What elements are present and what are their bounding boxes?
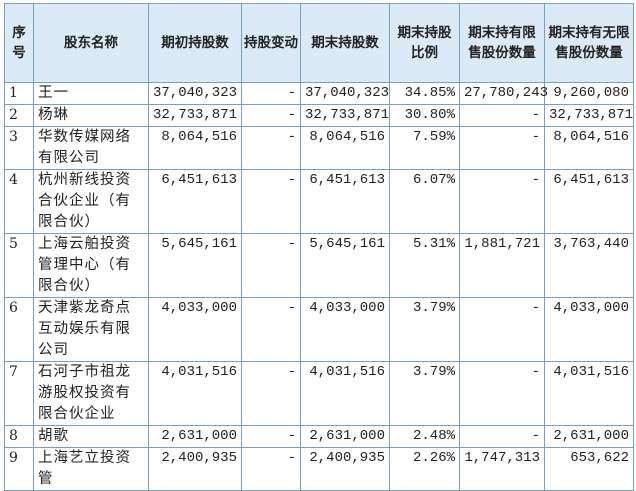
table-row: 7 石河子市祖龙游股权投资有限合伙企业 4,031,516-4,031,516 3.7… xyxy=(4,361,634,426)
col-initial-shares-cell: 2,400,935 xyxy=(148,447,242,491)
col-final-ratio-cell: 34.85% xyxy=(389,82,460,105)
header-row: 序号 股东名称 期初持股数 持股变动 期末持股数 期末持股比例 期末持有限售股份数量 期末持有… xyxy=(4,3,634,83)
col-restricted-shares-cell: - xyxy=(459,126,545,170)
col-final-ratio-cell: 3.79% xyxy=(389,361,460,426)
header-col-unrestricted-shares: 期末持有无限售股份数量 xyxy=(544,3,634,83)
col-share-change-cell: - xyxy=(241,361,301,426)
col-unrestricted-shares-cell: 2,631,000 xyxy=(544,425,634,448)
col-unrestricted-shares-cell: 4,033,000 xyxy=(544,297,634,362)
col-holder-name-cell: 石河子市祖龙游股权投资有限合伙企业 xyxy=(33,361,149,426)
col-index-cell: 5 xyxy=(4,233,34,298)
col-unrestricted-shares-cell: 8,064,516 xyxy=(544,126,634,170)
col-share-change-cell: - xyxy=(241,447,301,491)
table-row: 4 杭州新线投资合伙企业（有限合伙） 6,451,613-6,451,613 6.07… xyxy=(4,169,634,234)
header-col-restricted-shares: 期末持有限售股份数量 xyxy=(459,3,545,83)
col-index-cell: 1 xyxy=(4,82,34,105)
col-index-cell: 3 xyxy=(4,126,34,170)
col-share-change-cell: - xyxy=(241,297,301,362)
col-final-shares-cell: 2,631,000 xyxy=(300,425,390,448)
col-initial-shares-cell: 4,031,516 xyxy=(148,361,242,426)
col-initial-shares-cell: 32,733,871 xyxy=(148,104,242,127)
col-unrestricted-shares-cell: 653,622 xyxy=(544,447,634,491)
header-col-final-ratio: 期末持股比例 xyxy=(389,3,460,83)
col-final-ratio-cell: 2.48% xyxy=(389,425,460,448)
col-restricted-shares-cell: 27,780,243 xyxy=(459,82,548,105)
col-index-cell: 2 xyxy=(4,104,34,127)
col-final-ratio-cell: 7.59% xyxy=(389,126,460,170)
col-unrestricted-shares-cell: 4,031,516 xyxy=(544,361,634,426)
header-col-index: 序号 xyxy=(4,3,34,83)
col-share-change-cell: - xyxy=(241,425,301,448)
col-holder-name-cell: 上海艺立投资管 xyxy=(33,447,149,491)
col-initial-shares-cell: 4,033,000 xyxy=(148,297,242,362)
header-col-final-shares: 期末持股数 xyxy=(300,3,390,83)
col-share-change-cell: - xyxy=(241,104,301,127)
col-final-ratio-cell: 5.31% xyxy=(389,233,460,298)
col-index-cell: 7 xyxy=(4,361,34,426)
col-holder-name-cell: 杭州新线投资合伙企业（有限合伙） xyxy=(33,169,149,234)
col-restricted-shares-cell: - xyxy=(459,425,545,448)
col-restricted-shares-cell: 1,881,721 xyxy=(459,233,545,298)
col-unrestricted-shares-cell: 9,260,080 xyxy=(544,82,634,105)
col-final-ratio-cell: 6.07% xyxy=(389,169,460,234)
header-col-holder-name: 股东名称 xyxy=(33,3,149,83)
col-initial-shares-cell: 2,631,000 xyxy=(148,425,242,448)
col-holder-name-cell: 华数传媒网络有限公司 xyxy=(33,126,149,170)
col-final-shares-cell: 4,031,516 xyxy=(300,361,390,426)
col-final-shares-cell: 37,040,323 xyxy=(300,82,390,105)
col-restricted-shares-cell: - xyxy=(459,361,545,426)
header-col-share-change: 持股变动 xyxy=(241,3,301,83)
table-row: 3 华数传媒网络有限公司 8,064,516-8,064,516 7.59% -8,06… xyxy=(4,126,634,170)
col-initial-shares-cell: 37,040,323 xyxy=(148,82,242,105)
table-row: 6 天津紫龙奇点互动娱乐有限公司 4,033,000-4,033,000 3.79% -… xyxy=(4,297,634,362)
col-index-cell: 6 xyxy=(4,297,34,362)
table-row: 5 上海云舶投资管理中心（有限合伙） 5,645,161-5,645,161 5.31… xyxy=(4,233,634,298)
col-final-shares-cell: 5,645,161 xyxy=(300,233,390,298)
col-index-cell: 9 xyxy=(4,447,34,491)
col-share-change-cell: - xyxy=(241,169,301,234)
col-unrestricted-shares-cell: 32,733,871 xyxy=(544,104,634,127)
shareholder-table: 序号 股东名称 期初持股数 持股变动 期末持股数 期末持股比例 期末持有限售股份数量 期末持有… xyxy=(4,3,634,491)
table-row: 1 王一 37,040,323-37,040,323 34.85% 27,780,243… xyxy=(4,82,634,105)
col-final-ratio-cell: 3.79% xyxy=(389,297,460,362)
col-holder-name-cell: 杨琳 xyxy=(33,104,149,127)
col-restricted-shares-cell: - xyxy=(459,297,545,362)
col-share-change-cell: - xyxy=(241,233,301,298)
header-col-initial-shares: 期初持股数 xyxy=(148,3,242,83)
col-unrestricted-shares-cell: 6,451,613 xyxy=(544,169,634,234)
col-holder-name-cell: 上海云舶投资管理中心（有限合伙） xyxy=(33,233,149,298)
col-index-cell: 8 xyxy=(4,425,34,448)
col-initial-shares-cell: 8,064,516 xyxy=(148,126,242,170)
col-holder-name-cell: 胡歌 xyxy=(33,425,149,448)
col-restricted-shares-cell: - xyxy=(459,169,545,234)
col-final-shares-cell: 8,064,516 xyxy=(300,126,390,170)
col-unrestricted-shares-cell: 3,763,440 xyxy=(544,233,634,298)
col-index-cell: 4 xyxy=(4,169,34,234)
table-row: 9 上海艺立投资管 2,400,935-2,400,935 2.26% 1,747,31… xyxy=(4,447,634,491)
col-holder-name-cell: 王一 xyxy=(33,82,149,105)
col-share-change-cell: - xyxy=(241,126,301,170)
col-holder-name-cell: 天津紫龙奇点互动娱乐有限公司 xyxy=(33,297,149,362)
table-row: 8 胡歌 2,631,000-2,631,000 2.48% -2,631,000 xyxy=(4,425,634,448)
col-final-shares-cell: 2,400,935 xyxy=(300,447,390,491)
col-final-ratio-cell: 2.26% xyxy=(389,447,460,491)
col-final-shares-cell: 6,451,613 xyxy=(300,169,390,234)
col-restricted-shares-cell: - xyxy=(459,104,545,127)
col-restricted-shares-cell: 1,747,313 xyxy=(459,447,545,491)
col-final-ratio-cell: 30.80% xyxy=(389,104,460,127)
col-share-change-cell: - xyxy=(241,82,301,105)
col-final-shares-cell: 32,733,871 xyxy=(300,104,390,127)
col-final-shares-cell: 4,033,000 xyxy=(300,297,390,362)
col-initial-shares-cell: 5,645,161 xyxy=(148,233,242,298)
table-row: 2 杨琳 32,733,871-32,733,871 30.80% -32,733,87… xyxy=(4,104,634,127)
col-initial-shares-cell: 6,451,613 xyxy=(148,169,242,234)
